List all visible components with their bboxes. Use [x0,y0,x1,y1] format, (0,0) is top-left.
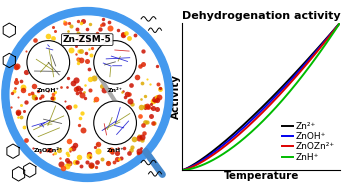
Circle shape [94,101,136,145]
Circle shape [27,41,70,84]
Text: ZnH⁺: ZnH⁺ [106,148,124,153]
Circle shape [10,16,164,173]
Text: ZnOH⁺: ZnOH⁺ [37,88,60,93]
X-axis label: Temperature: Temperature [223,171,299,181]
Circle shape [2,8,173,181]
Text: Zn-ZSM-5: Zn-ZSM-5 [63,35,112,44]
Text: Zn²⁺: Zn²⁺ [108,88,122,93]
Legend: Zn²⁺, ZnOH⁺, ZnOZn²⁺, ZnH⁺: Zn²⁺, ZnOH⁺, ZnOZn²⁺, ZnH⁺ [281,121,336,163]
Circle shape [27,101,70,145]
Text: ZnOZn²⁺: ZnOZn²⁺ [34,148,63,153]
Title: Dehydrogenation activity: Dehydrogenation activity [182,11,340,21]
Circle shape [94,41,136,84]
Y-axis label: Activity: Activity [171,74,181,119]
